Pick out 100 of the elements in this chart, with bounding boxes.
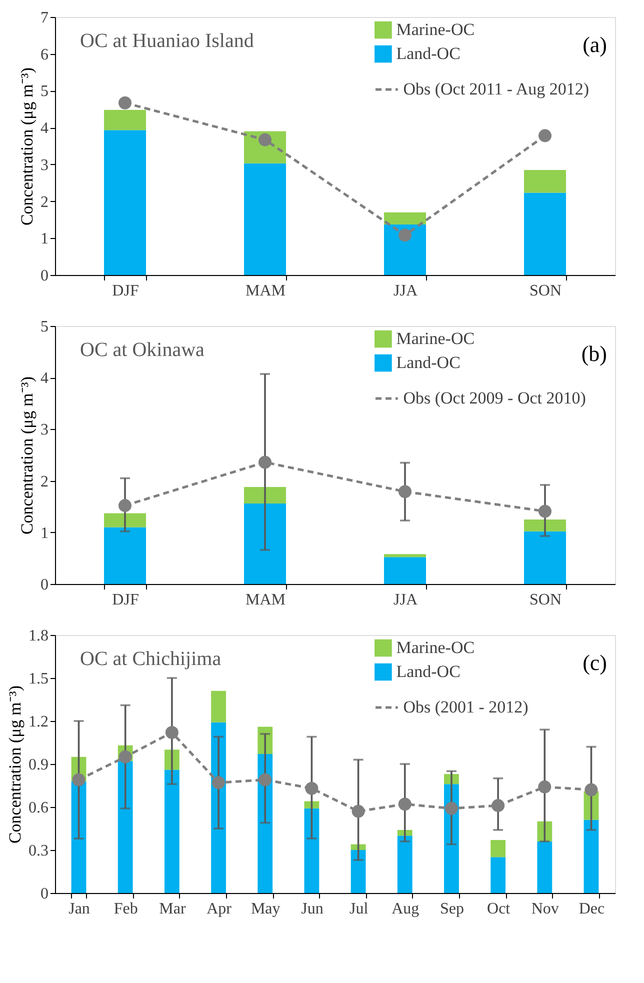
y-tick-label: 0 — [40, 886, 48, 902]
x-tick-label: SON — [529, 282, 562, 300]
x-tick-label: Aug — [392, 900, 420, 918]
bar — [490, 857, 506, 893]
y-tick-label: 2 — [40, 473, 48, 490]
point — [72, 773, 86, 786]
point — [398, 228, 412, 242]
bar — [244, 504, 286, 584]
x-tick-label: MAM — [245, 282, 286, 300]
point — [538, 504, 552, 518]
x-tick-label: Nov — [531, 900, 559, 918]
x-tick-label: Jun — [301, 900, 324, 918]
y-tick-label: 1.5 — [28, 670, 48, 688]
x-tick-label: JJA — [393, 592, 418, 608]
y-tick-label: 5 — [40, 318, 48, 336]
bar — [350, 850, 366, 893]
legend-label: Land-OC — [396, 353, 460, 372]
y-tick-label: 1.8 — [28, 628, 48, 644]
y-axis-title: Concentration (μg m⁻³) — [18, 376, 36, 535]
x-tick-label: Apr — [206, 900, 232, 918]
bar — [244, 163, 286, 275]
y-tick-label: 3 — [40, 422, 48, 439]
x-tick-label: Dec — [578, 900, 605, 918]
y-tick-label: 0.6 — [28, 800, 48, 816]
y-tick-label: 1 — [40, 230, 48, 248]
annotation: (b) — [581, 341, 607, 366]
point — [444, 802, 458, 815]
bar — [397, 836, 412, 893]
bar — [490, 840, 506, 858]
point — [305, 782, 318, 795]
bar — [71, 781, 86, 893]
bar — [537, 841, 552, 893]
legend-label: Obs (2001 - 2012) — [403, 698, 528, 716]
point — [258, 456, 272, 469]
legend-label: Marine-OC — [396, 20, 475, 39]
x-tick-label: Mar — [159, 900, 186, 918]
legend-label: Obs (Oct 2011 - Aug 2012) — [403, 80, 590, 98]
bar — [584, 820, 599, 893]
text: OC at Okinawa — [80, 339, 205, 361]
x-tick-label: MAM — [245, 592, 286, 608]
bar — [524, 520, 566, 532]
annotation: (a) — [582, 32, 607, 57]
point — [584, 783, 598, 796]
y-tick-label: 0 — [40, 576, 48, 594]
point — [258, 773, 272, 786]
y-tick-label: 1.2 — [28, 714, 48, 730]
x-tick-label: SON — [529, 592, 562, 608]
bar — [104, 513, 146, 528]
point — [258, 133, 272, 146]
legend-label: Obs (Oct 2009 - Oct 2010) — [403, 388, 586, 408]
point — [538, 129, 552, 142]
bar — [524, 192, 566, 275]
x-tick-label: JJA — [393, 282, 418, 300]
point — [398, 798, 412, 811]
bar — [524, 531, 566, 584]
y-tick-label: 7 — [40, 10, 48, 26]
point — [165, 726, 178, 739]
bar — [524, 170, 566, 193]
y-tick-label: 0.3 — [28, 842, 48, 860]
y-tick-label: 0 — [40, 268, 48, 284]
point — [118, 750, 132, 764]
legend-label: Marine-OC — [396, 329, 475, 348]
point — [352, 804, 365, 818]
y-tick-label: 0.9 — [28, 756, 48, 774]
y-tick-label: 5 — [40, 83, 48, 100]
point — [398, 485, 412, 498]
bar — [104, 130, 146, 275]
point — [492, 799, 505, 812]
y-tick-label: 2 — [40, 194, 48, 211]
annotation: (c) — [582, 650, 607, 675]
bar — [164, 770, 180, 893]
x-tick-label: Oct — [487, 900, 511, 918]
bar — [118, 761, 133, 893]
bar — [211, 690, 226, 722]
x-tick-label: DJF — [112, 282, 139, 300]
point — [538, 780, 552, 794]
x-tick-label: DJF — [112, 592, 139, 608]
point — [118, 96, 132, 110]
bar — [104, 110, 146, 130]
y-tick-label: 3 — [40, 156, 48, 174]
legend-label: Marine-OC — [396, 638, 475, 657]
text: OC at Chichijima — [80, 648, 222, 670]
point — [118, 499, 132, 512]
bar — [384, 224, 426, 275]
x-tick-label: Sep — [440, 900, 464, 918]
bar — [304, 808, 320, 893]
y-tick-label: 4 — [40, 120, 48, 138]
y-tick-label: 4 — [40, 370, 48, 388]
bar — [384, 212, 426, 225]
bar — [244, 486, 286, 504]
x-tick-label: Jan — [68, 900, 90, 918]
y-axis-title: Concentration (μg m⁻³) — [6, 685, 24, 844]
x-tick-label: Jul — [349, 900, 369, 918]
text: OC at Huaniao Island — [80, 30, 254, 52]
y-axis-title: Concentration (μg m⁻³) — [18, 67, 36, 226]
y-tick-label: 6 — [40, 46, 48, 64]
bar — [104, 527, 146, 584]
x-tick-label: May — [250, 900, 280, 918]
bar — [384, 557, 426, 584]
legend-label: Land-OC — [396, 662, 460, 681]
